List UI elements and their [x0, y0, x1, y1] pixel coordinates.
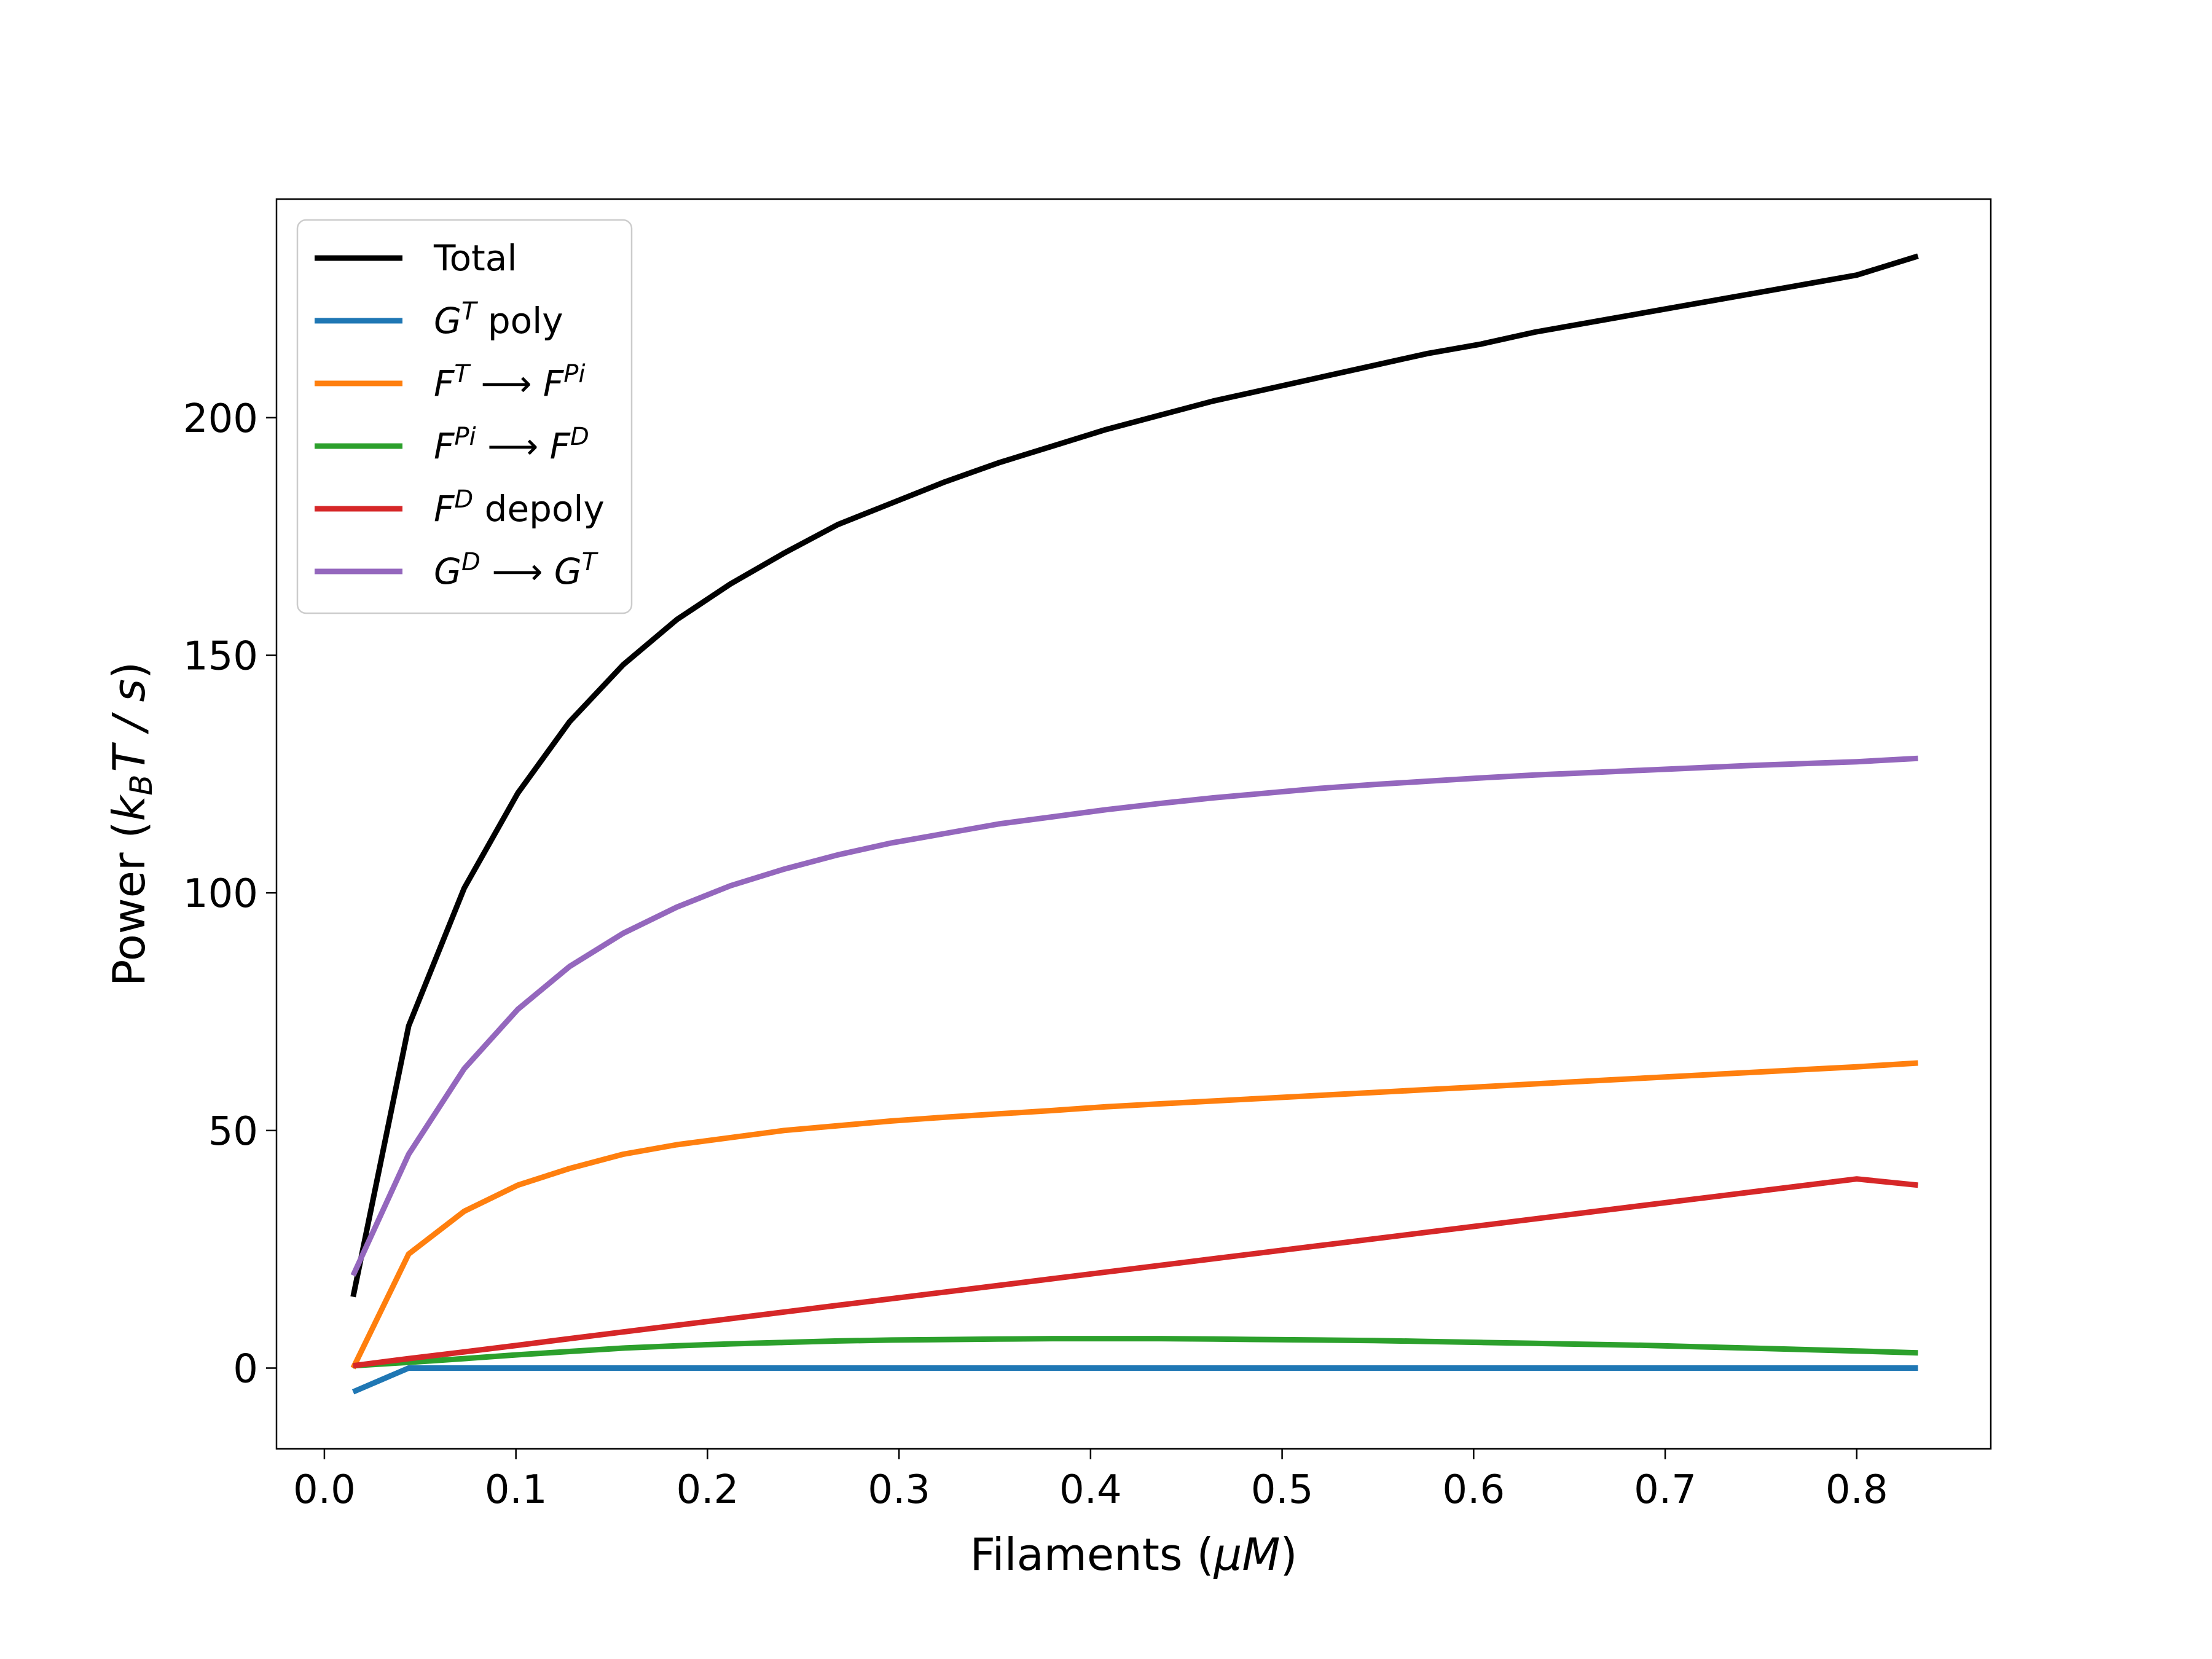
- series-line-total: [350, 253, 1919, 1298]
- legend-label-part: depoly: [473, 488, 605, 530]
- y-tick-label: 0: [233, 1347, 258, 1392]
- y-axis-label-sub: B: [124, 774, 159, 795]
- legend-label-part: F: [543, 363, 565, 404]
- y-tick-label: 50: [208, 1109, 258, 1155]
- legend-label-gd-gt: GD ⟶ GT: [434, 548, 599, 592]
- legend-label-part: T: [461, 297, 479, 326]
- legend-label-fd-depoly: FD depoly: [434, 485, 605, 530]
- series-line-gd-gt: [350, 755, 1918, 1277]
- legend-label-part: ⟶: [480, 551, 554, 592]
- legend-label-fpi-fd: FPi ⟶ FD: [434, 423, 589, 467]
- legend-label-gt-poly: GT poly: [434, 297, 563, 342]
- series-line-gt-poly: [351, 1365, 1918, 1395]
- y-tick-label: 200: [183, 396, 258, 442]
- legend-label-part: T: [454, 360, 471, 388]
- y-axis-label: Power (kBT / s): [103, 662, 159, 986]
- x-axis-label-text: Filaments (: [970, 1529, 1214, 1580]
- plot-frame: [275, 198, 1992, 1450]
- y-tick-label: 150: [183, 633, 258, 679]
- y-axis-label-var2: T / s: [103, 679, 155, 772]
- legend-label-ft-fpi: FT ⟶ FPi: [434, 360, 585, 404]
- legend-label-part: G: [434, 300, 461, 342]
- x-tick-label: 0.7: [1634, 1467, 1696, 1513]
- x-axis-label-end: ): [1280, 1529, 1297, 1580]
- x-axis-label-unit: μM: [1214, 1529, 1281, 1580]
- legend-label-part: Pi: [563, 360, 585, 388]
- legend-label-part: F: [434, 425, 455, 467]
- y-axis-label-var: k: [103, 793, 155, 821]
- legend-label-part: F: [434, 363, 455, 404]
- legend-label-part: G: [434, 551, 461, 592]
- legend-label-part: D: [454, 485, 473, 514]
- legend-label-part: D: [570, 423, 589, 451]
- y-tick-label: 100: [183, 871, 258, 917]
- legend-label-part: Pi: [454, 423, 476, 451]
- y-axis-ticks: 0 50 100 150 200: [183, 396, 276, 1392]
- legend-label-part: poly: [476, 300, 563, 342]
- legend-label-part: G: [554, 551, 582, 592]
- legend-label-part: ⟶: [476, 425, 550, 467]
- x-tick-label: 0.8: [1826, 1467, 1888, 1513]
- x-axis-ticks: 0.0 0.1 0.2 0.3 0.4 0.5 0.6 0.7 0.8: [293, 1449, 1888, 1513]
- legend-label-part: F: [550, 425, 571, 467]
- series-line-fd-depoly: [353, 1176, 1918, 1369]
- x-axis-label: Filaments (μM): [970, 1529, 1297, 1580]
- x-tick-label: 0.6: [1442, 1467, 1505, 1513]
- legend-label-part: ⟶: [469, 363, 543, 404]
- legend-label-part: D: [461, 548, 480, 576]
- x-tick-label: 0.4: [1059, 1467, 1122, 1513]
- legend-label-part: Total: [433, 237, 517, 279]
- x-tick-label: 0.2: [677, 1467, 739, 1513]
- x-tick-label: 0.0: [293, 1467, 356, 1513]
- series-line-ft-fpi: [350, 1060, 1918, 1370]
- legend-label-part: T: [582, 548, 599, 576]
- series-line-fpi-fd: [353, 1336, 1918, 1369]
- x-tick-label: 0.5: [1251, 1467, 1314, 1513]
- legend-label-part: F: [434, 488, 455, 530]
- series-layer: [350, 253, 1919, 1395]
- x-tick-label: 0.1: [485, 1467, 547, 1513]
- y-axis-label-text: Power (: [103, 821, 155, 986]
- x-tick-label: 0.3: [868, 1467, 930, 1513]
- y-axis-label-end: ): [103, 662, 155, 679]
- legend-label-total: Total: [433, 237, 517, 279]
